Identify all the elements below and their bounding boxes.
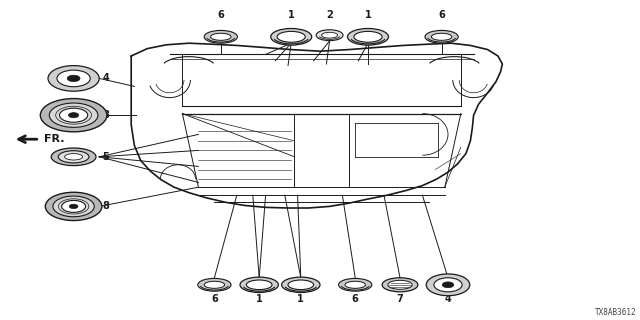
Ellipse shape xyxy=(288,280,314,290)
Ellipse shape xyxy=(198,278,231,291)
Circle shape xyxy=(426,274,470,296)
Ellipse shape xyxy=(322,32,338,38)
Circle shape xyxy=(442,282,454,288)
Ellipse shape xyxy=(271,28,312,45)
Text: 6: 6 xyxy=(211,294,218,304)
Ellipse shape xyxy=(204,30,237,43)
Circle shape xyxy=(69,204,78,209)
Text: 4: 4 xyxy=(102,73,109,84)
Text: 2: 2 xyxy=(326,10,333,20)
Ellipse shape xyxy=(431,33,452,40)
Circle shape xyxy=(53,196,94,217)
Text: 8: 8 xyxy=(102,110,109,120)
Circle shape xyxy=(434,278,462,292)
Ellipse shape xyxy=(348,28,388,45)
Ellipse shape xyxy=(51,148,96,166)
Text: 1: 1 xyxy=(298,294,304,304)
Ellipse shape xyxy=(316,30,343,41)
Text: 1: 1 xyxy=(256,294,262,304)
Circle shape xyxy=(67,75,80,82)
Circle shape xyxy=(45,192,102,220)
Text: 5: 5 xyxy=(102,152,109,162)
Ellipse shape xyxy=(246,280,272,290)
Ellipse shape xyxy=(382,278,418,292)
Circle shape xyxy=(61,200,86,212)
Ellipse shape xyxy=(65,154,83,160)
Circle shape xyxy=(49,103,98,127)
Circle shape xyxy=(48,66,99,91)
Text: 1: 1 xyxy=(288,10,294,20)
Ellipse shape xyxy=(204,281,225,288)
Circle shape xyxy=(60,108,88,122)
Text: 8: 8 xyxy=(102,201,109,212)
Ellipse shape xyxy=(282,277,320,292)
Text: 7: 7 xyxy=(397,294,403,304)
Text: TX8AB3612: TX8AB3612 xyxy=(595,308,637,317)
Ellipse shape xyxy=(425,30,458,43)
Ellipse shape xyxy=(58,151,89,163)
Ellipse shape xyxy=(354,31,382,42)
Ellipse shape xyxy=(388,280,412,289)
Circle shape xyxy=(68,113,79,118)
Ellipse shape xyxy=(277,31,305,42)
Ellipse shape xyxy=(345,281,365,288)
Text: 6: 6 xyxy=(352,294,358,304)
Text: 4: 4 xyxy=(445,294,451,304)
Text: 6: 6 xyxy=(218,10,224,20)
Ellipse shape xyxy=(211,33,231,40)
Circle shape xyxy=(57,70,90,87)
Text: 1: 1 xyxy=(365,10,371,20)
Text: FR.: FR. xyxy=(44,134,64,144)
Ellipse shape xyxy=(339,278,372,291)
Circle shape xyxy=(40,99,107,132)
Text: 6: 6 xyxy=(438,10,445,20)
Ellipse shape xyxy=(240,277,278,292)
